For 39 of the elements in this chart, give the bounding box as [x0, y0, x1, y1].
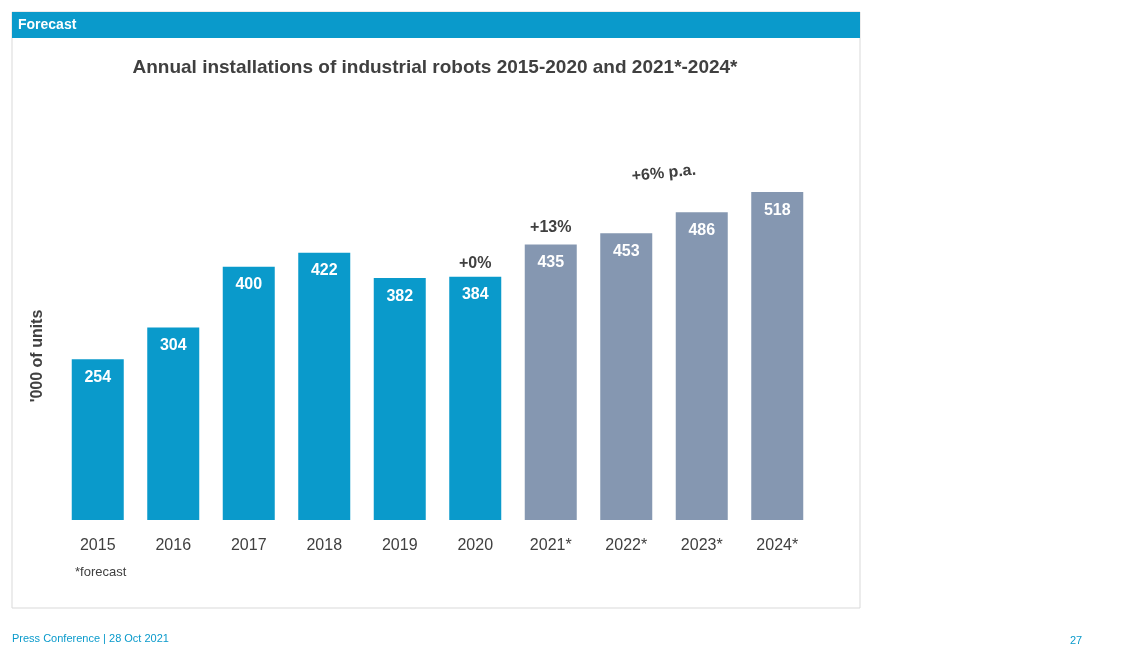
- bar: [222, 266, 275, 520]
- bar: [751, 192, 804, 520]
- data-label: 304: [159, 336, 187, 354]
- data-label: 400: [235, 275, 263, 293]
- x-tick-label: 2020: [457, 535, 494, 553]
- x-tick-label: 2017: [230, 535, 267, 553]
- y-axis-title: '000 of units: [27, 309, 45, 403]
- x-tick-label: 2018: [306, 535, 343, 553]
- text: *forecast: [75, 564, 127, 579]
- x-tick-label: 2021*: [529, 535, 572, 553]
- bar: [449, 276, 502, 520]
- text: +6% p.a.: [630, 160, 697, 184]
- bar: [373, 278, 426, 520]
- data-label: 453: [612, 241, 640, 259]
- data-label: 254: [84, 367, 112, 385]
- x-tick-label: 2015: [79, 535, 116, 553]
- bar: [298, 252, 351, 520]
- data-label: 422: [310, 261, 338, 279]
- x-tick-label: 2022*: [605, 535, 648, 553]
- text: Press Conference | 28 Oct 2021: [12, 631, 169, 644]
- x-tick-label: 2023*: [680, 535, 723, 553]
- text: 27: [1070, 633, 1083, 646]
- bar: [71, 359, 124, 520]
- annotation: +0%: [459, 254, 492, 272]
- chart-subtitle: Forecast: [18, 16, 77, 32]
- x-tick-label: 2016: [155, 535, 192, 553]
- data-label: 486: [688, 220, 716, 238]
- chart-title: Annual installations of industrial robots 2015-2020 and 2021*-2024*: [132, 56, 739, 77]
- data-label: 435: [537, 253, 565, 271]
- x-tick-label: 2019: [381, 535, 418, 553]
- annotation: +13%: [530, 218, 572, 236]
- bar: [147, 327, 200, 520]
- x-tick-label: 2024*: [756, 535, 799, 553]
- bar: [600, 233, 653, 520]
- bar: [524, 244, 577, 520]
- bar: [675, 212, 728, 520]
- data-label: 384: [461, 285, 489, 303]
- data-label: 518: [763, 200, 791, 218]
- data-label: 382: [386, 286, 414, 304]
